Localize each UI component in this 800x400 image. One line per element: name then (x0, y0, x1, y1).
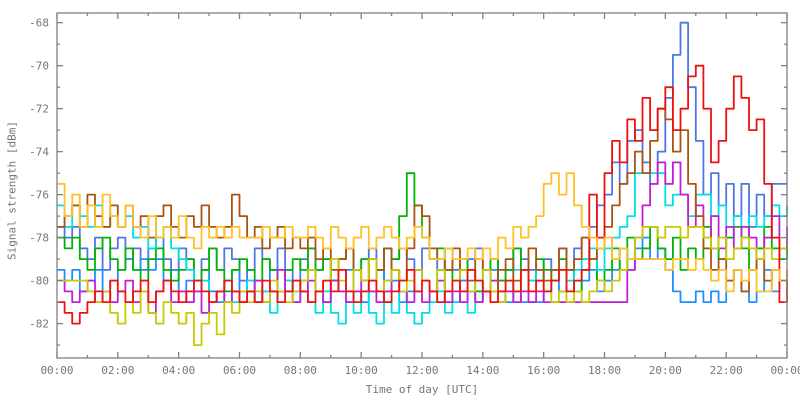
y-axis-title: Signal strength [dBm] (5, 120, 19, 261)
x-tick-label: 14:00 (466, 364, 499, 377)
x-tick-label: 04:00 (162, 364, 195, 377)
y-tick-label: -70 (29, 60, 49, 73)
x-tick-label: 16:00 (527, 364, 560, 377)
x-tick-label: 00:00 (40, 364, 73, 377)
series-red (57, 64, 788, 325)
series-cyan (57, 172, 788, 325)
x-tick-label: 00:00 (770, 364, 800, 377)
x-tick-label: 22:00 (710, 364, 743, 377)
y-tick-label: -78 (29, 232, 49, 245)
x-tick-label: 06:00 (223, 364, 256, 377)
series-olive (57, 226, 787, 346)
x-tick-label: 08:00 (284, 364, 317, 377)
x-axis-title: Time of day [UTC] (365, 383, 479, 396)
y-tick-label: -68 (29, 17, 49, 30)
x-tick-label: 18:00 (588, 364, 621, 377)
series-gold (57, 172, 788, 293)
x-tick-label: 02:00 (101, 364, 134, 377)
plot-frame (56, 12, 788, 359)
y-tick-label: -82 (29, 318, 49, 331)
y-tick-label: -74 (29, 146, 49, 159)
x-tick-label: 10:00 (345, 364, 378, 377)
y-tick-label: -76 (29, 189, 49, 202)
x-tick-label: 20:00 (649, 364, 682, 377)
y-tick-label: -72 (29, 103, 49, 116)
x-tick-label: 12:00 (405, 364, 438, 377)
y-tick-label: -80 (29, 275, 49, 288)
